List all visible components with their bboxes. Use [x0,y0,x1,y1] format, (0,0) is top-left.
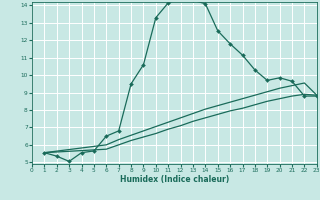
X-axis label: Humidex (Indice chaleur): Humidex (Indice chaleur) [120,175,229,184]
